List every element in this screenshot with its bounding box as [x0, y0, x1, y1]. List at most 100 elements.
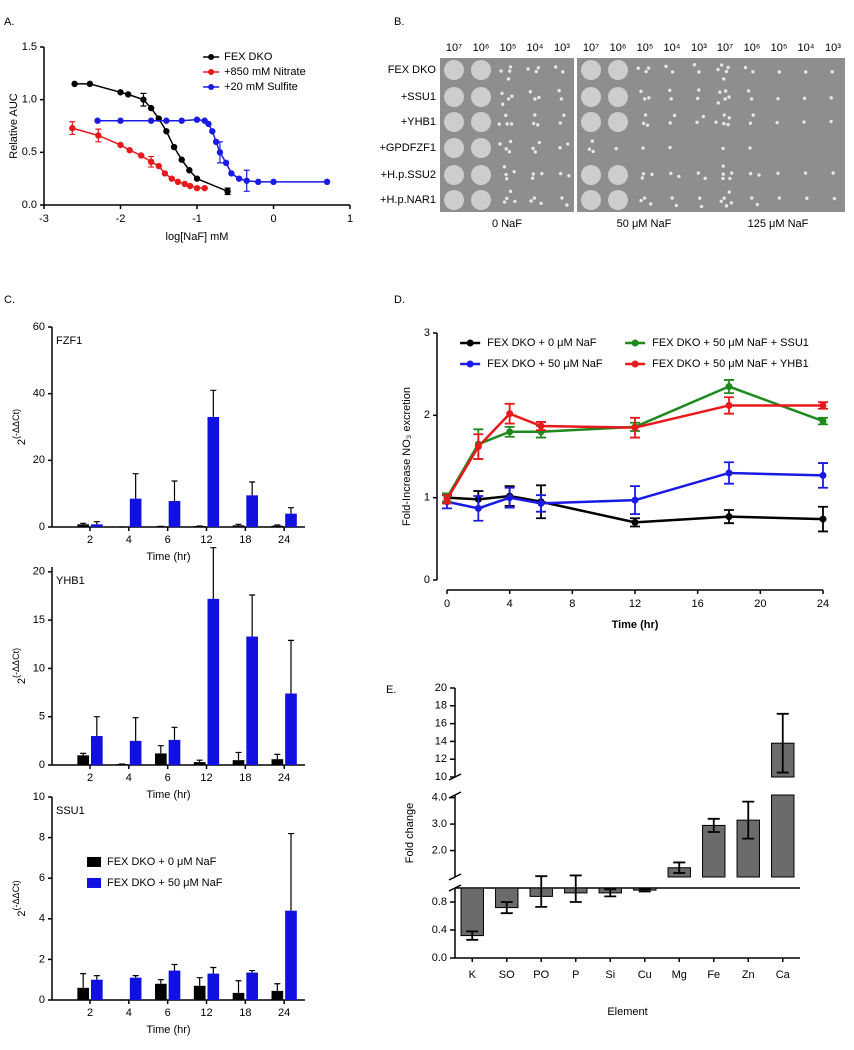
bar	[155, 983, 167, 1000]
colony	[506, 97, 511, 101]
error-bar	[287, 639, 294, 694]
y-tick-label: 16	[435, 718, 447, 730]
colony	[513, 199, 517, 204]
colony	[750, 196, 754, 200]
legend-marker	[631, 360, 639, 368]
colony	[504, 172, 508, 177]
y-tick-label: 2.0	[432, 844, 447, 856]
data-point	[161, 170, 169, 177]
data-point	[147, 104, 155, 112]
panel-label: C.	[4, 294, 15, 306]
x-axis-label: Time (hr)	[146, 1024, 190, 1036]
x-axis-label: Time (hr)	[146, 789, 190, 801]
data-point	[323, 178, 331, 186]
bar	[285, 513, 297, 527]
bar	[77, 987, 89, 1000]
y-axis-label: Fold change	[404, 803, 416, 864]
bar	[155, 753, 167, 765]
y-axis-label-exponent: (-ΔΔCt)	[11, 409, 21, 439]
condition-label: 125 μM NaF	[748, 218, 809, 230]
colony	[531, 172, 535, 176]
y-tick-label: 40	[33, 388, 45, 400]
colony	[566, 142, 570, 146]
dilution-label: 10⁶	[610, 42, 627, 54]
colony	[536, 123, 540, 127]
colony	[650, 172, 654, 177]
colony	[533, 97, 537, 101]
colony	[719, 199, 723, 204]
bar	[271, 990, 284, 1000]
y-tick-label: 0	[424, 574, 430, 586]
colony	[802, 96, 807, 101]
error-bar	[93, 521, 100, 525]
error-bar	[274, 983, 281, 991]
spot	[471, 165, 491, 185]
colony	[722, 196, 726, 200]
error-bar	[249, 594, 256, 637]
colony	[504, 147, 508, 151]
data-point	[117, 89, 124, 96]
data-point	[537, 422, 545, 430]
dilution-label: 10⁴	[527, 42, 544, 54]
spot	[581, 112, 601, 132]
colony	[558, 121, 563, 125]
x-axis-label: Time (hr)	[612, 619, 659, 631]
x-tick-label: 18	[239, 772, 251, 784]
spot	[444, 190, 464, 210]
x-tick-label: Mg	[672, 969, 687, 981]
y-tick-label: 1.5	[22, 41, 37, 53]
data-point	[178, 117, 185, 124]
colony	[641, 146, 645, 150]
colony	[530, 176, 535, 180]
bar	[232, 525, 245, 527]
y-tick-label: 0	[39, 759, 45, 771]
colony	[643, 97, 647, 101]
colony	[748, 171, 753, 176]
bar	[91, 736, 103, 765]
data-point	[137, 152, 145, 159]
colony	[722, 121, 726, 126]
colony	[509, 122, 514, 126]
legend-label: FEX DKO + 50 μM NaF + YHB1	[652, 358, 809, 370]
data-point	[163, 128, 170, 135]
data-point	[209, 128, 216, 135]
colony	[714, 120, 718, 124]
x-tick-label: 2	[87, 1007, 93, 1019]
error-bar	[80, 752, 87, 756]
y-tick-label: 4.0	[432, 792, 447, 804]
x-axis-label: Element	[607, 1006, 647, 1018]
y-tick-label: 0.4	[432, 924, 447, 936]
y-axis-label-exponent: (-ΔΔCt)	[11, 880, 21, 910]
x-tick-label: 24	[278, 534, 290, 546]
error-bar	[466, 930, 479, 941]
x-tick-label: -3	[39, 213, 49, 225]
panel-label: D.	[394, 294, 405, 306]
error-bar	[157, 745, 164, 754]
bar	[168, 739, 181, 765]
colony	[749, 97, 754, 101]
data-point	[537, 499, 545, 507]
data-point	[193, 116, 201, 123]
colony	[698, 196, 702, 200]
colony	[664, 64, 668, 69]
bar	[129, 498, 142, 527]
bar	[207, 417, 220, 527]
error-bar	[80, 522, 87, 525]
colony	[642, 196, 647, 200]
error-bar	[235, 751, 242, 761]
x-tick-label: 4	[126, 1007, 132, 1019]
colony	[829, 96, 833, 100]
y-tick-label: 60	[33, 321, 45, 333]
condition-label: 50 μM NaF	[617, 218, 672, 230]
colony	[502, 200, 507, 204]
dilution-label: 10⁷	[717, 42, 733, 54]
bar	[77, 524, 89, 527]
spot	[471, 60, 491, 80]
colony	[560, 196, 564, 200]
data-point	[186, 182, 194, 190]
spot	[581, 190, 601, 210]
colony	[751, 113, 755, 117]
error-bar	[235, 523, 242, 526]
colony	[757, 173, 761, 177]
data-point	[725, 401, 733, 409]
